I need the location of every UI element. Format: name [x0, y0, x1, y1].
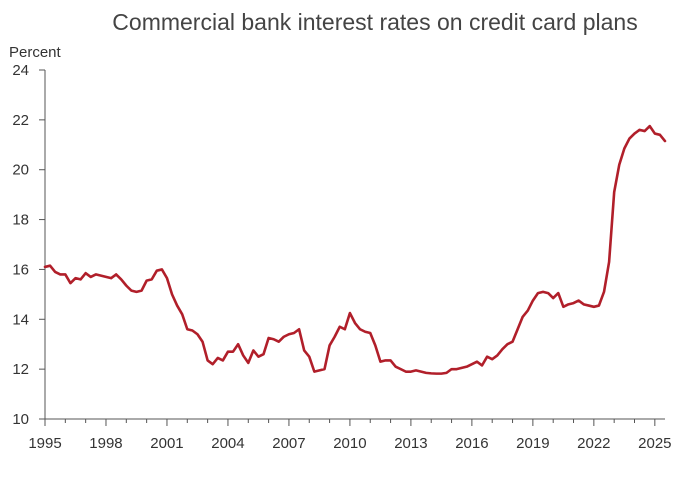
- x-tick-label: 2010: [333, 435, 366, 452]
- x-tick-label: 2019: [516, 435, 549, 452]
- x-tick-label: 2013: [394, 435, 427, 452]
- chart-title: Commercial bank interest rates on credit…: [112, 9, 637, 35]
- y-tick-label: 12: [12, 361, 29, 378]
- y-tick-label: 14: [12, 311, 29, 328]
- y-tick-label: 10: [12, 411, 29, 428]
- y-tick-label: 22: [12, 112, 29, 129]
- y-tick-label: 24: [12, 62, 29, 79]
- y-axis: 10 12 14 16 18 20 22 24: [12, 62, 46, 428]
- x-tick-label: 1998: [89, 435, 122, 452]
- x-tick-label: 1995: [28, 435, 61, 452]
- x-tick-label: 2016: [455, 435, 488, 452]
- x-axis: 1995 1998 2001 2004 2007 2010 2013 2016 2019 2022…: [28, 418, 672, 452]
- y-tick-label: 16: [12, 261, 29, 278]
- x-tick-label: 2001: [150, 435, 183, 452]
- x-tick-label: 2004: [211, 435, 244, 452]
- x-tick-label: 2025: [638, 435, 671, 452]
- series-group: [43, 124, 667, 375]
- x-tick-label: 2007: [272, 435, 305, 452]
- y-axis-label: Percent: [9, 44, 62, 61]
- y-tick-label: 20: [12, 162, 29, 179]
- y-tick-label: 18: [12, 212, 29, 229]
- series-line: [43, 124, 667, 375]
- x-tick-label: 2022: [577, 435, 610, 452]
